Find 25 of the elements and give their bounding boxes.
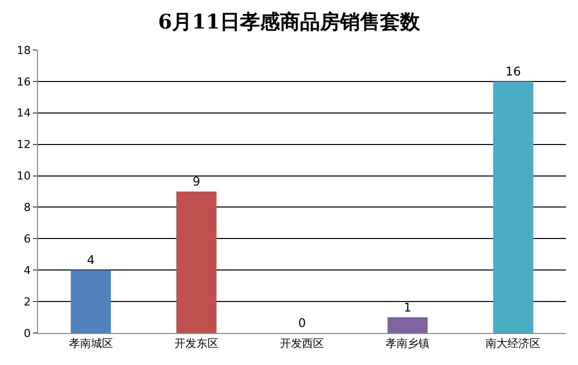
y-tick-label: 16 (16, 75, 31, 88)
y-tick-label: 2 (24, 295, 31, 308)
bar (176, 192, 216, 333)
x-tick-label: 南大经济区 (486, 337, 541, 350)
data-label: 0 (298, 316, 306, 330)
chart-title: 6月11日孝感商品房销售套数 (158, 10, 421, 34)
y-tick-label: 4 (24, 264, 31, 277)
data-label: 16 (506, 64, 521, 78)
data-label: 9 (192, 174, 200, 188)
x-tick-label: 孝南乡镇 (386, 337, 430, 350)
x-tick-label: 开发西区 (280, 337, 324, 350)
data-label: 1 (404, 300, 412, 314)
y-tick-label: 8 (24, 201, 31, 214)
data-label: 4 (86, 253, 95, 268)
y-tick-label: 10 (16, 170, 31, 183)
y-tick-label: 6 (24, 232, 31, 246)
y-tick-label: 0 (24, 326, 31, 340)
x-tick-label: 开发东区 (174, 337, 218, 350)
bar (70, 270, 111, 333)
y-tick-label: 12 (16, 138, 31, 152)
x-tick-label: 孝南城区 (68, 337, 113, 350)
bar (493, 81, 534, 333)
y-tick-label: 14 (16, 106, 31, 120)
bar (388, 317, 428, 333)
y-tick-label: 18 (16, 44, 31, 57)
